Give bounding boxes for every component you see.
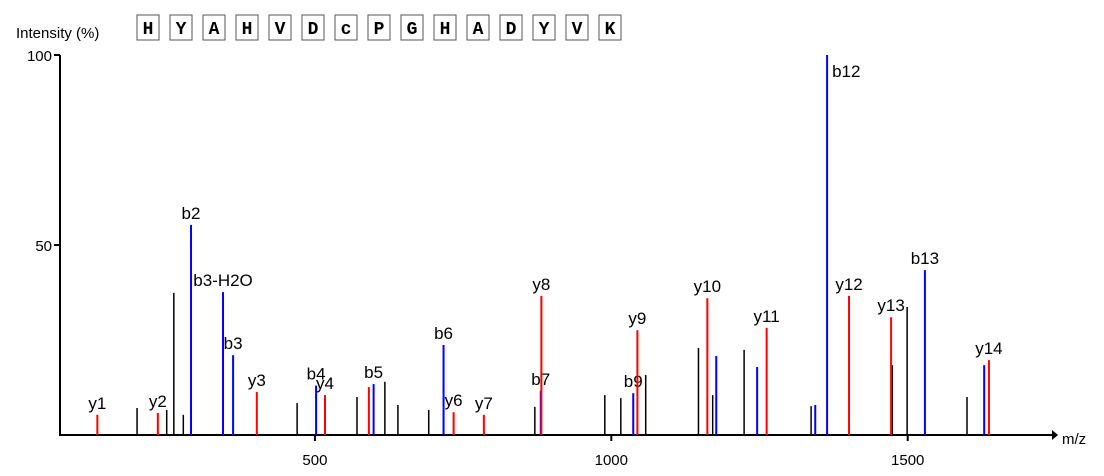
sequence-box xyxy=(532,14,556,41)
sequence-residue: c xyxy=(341,20,352,40)
peak-label: b3-H2O xyxy=(193,271,253,290)
sequence-residue: A xyxy=(473,20,484,40)
sequence-residue: V xyxy=(572,20,583,40)
peak-label: b4 xyxy=(307,365,326,384)
y-tick-label: 50 xyxy=(35,238,52,255)
peak-label: y2 xyxy=(149,392,167,411)
sequence-residue: H xyxy=(440,20,451,40)
y-tick-label: 100 xyxy=(27,48,52,65)
peak-label: y11 xyxy=(754,307,780,326)
sequence-residue: P xyxy=(374,20,385,40)
peak-label: b6 xyxy=(434,324,453,343)
peak-label: y6 xyxy=(445,391,463,410)
peak-label: y9 xyxy=(628,309,646,328)
sequence-box xyxy=(499,14,523,41)
sequence-box xyxy=(598,14,622,41)
peak-label: y10 xyxy=(694,277,721,296)
sequence-box xyxy=(136,14,160,41)
peak-label: b13 xyxy=(911,249,939,268)
peak-label: b9 xyxy=(624,372,643,391)
peak-label: b2 xyxy=(182,204,201,223)
sequence-box xyxy=(334,14,358,41)
sequence-box xyxy=(433,14,457,41)
sequence-box xyxy=(466,14,490,41)
x-tick-label: 1500 xyxy=(891,452,924,469)
peak-label: y1 xyxy=(88,394,106,413)
sequence-residue: H xyxy=(143,20,154,40)
sequence-box xyxy=(301,14,325,41)
x-tick-label: 1000 xyxy=(595,452,628,469)
peak-label: y12 xyxy=(835,275,862,294)
sequence-box xyxy=(400,14,424,41)
sequence-box xyxy=(268,14,292,41)
sequence-residue: K xyxy=(605,20,616,40)
sequence-box xyxy=(565,14,589,41)
sequence-box xyxy=(367,14,391,41)
x-axis-arrow xyxy=(1052,430,1058,440)
sequence-residue: D xyxy=(308,20,319,40)
peak-label: y13 xyxy=(877,296,904,315)
sequence-residue: D xyxy=(506,20,517,40)
sequence-residue: A xyxy=(209,20,220,40)
peak-label: y14 xyxy=(975,339,1002,358)
sequence-residue: Y xyxy=(176,20,187,40)
peak-label: y3 xyxy=(248,371,266,390)
sequence-residue: H xyxy=(242,20,253,40)
peak-label: y7 xyxy=(475,394,493,413)
peak-label: y8 xyxy=(532,275,550,294)
sequence-box xyxy=(202,14,226,41)
x-axis-label: m/z xyxy=(1062,431,1086,448)
peak-label: b3 xyxy=(224,334,243,353)
peak-label: y4 xyxy=(316,374,334,393)
y-axis-label: Intensity (%) xyxy=(16,25,99,42)
sequence-box xyxy=(169,14,193,41)
sequence-residue: Y xyxy=(539,20,550,40)
sequence-box xyxy=(235,14,259,41)
sequence-residue: G xyxy=(407,20,418,40)
x-tick-label: 500 xyxy=(302,452,327,469)
peak-label: b5 xyxy=(364,363,383,382)
peak-label: b12 xyxy=(832,62,860,81)
sequence-residue: V xyxy=(275,20,286,40)
